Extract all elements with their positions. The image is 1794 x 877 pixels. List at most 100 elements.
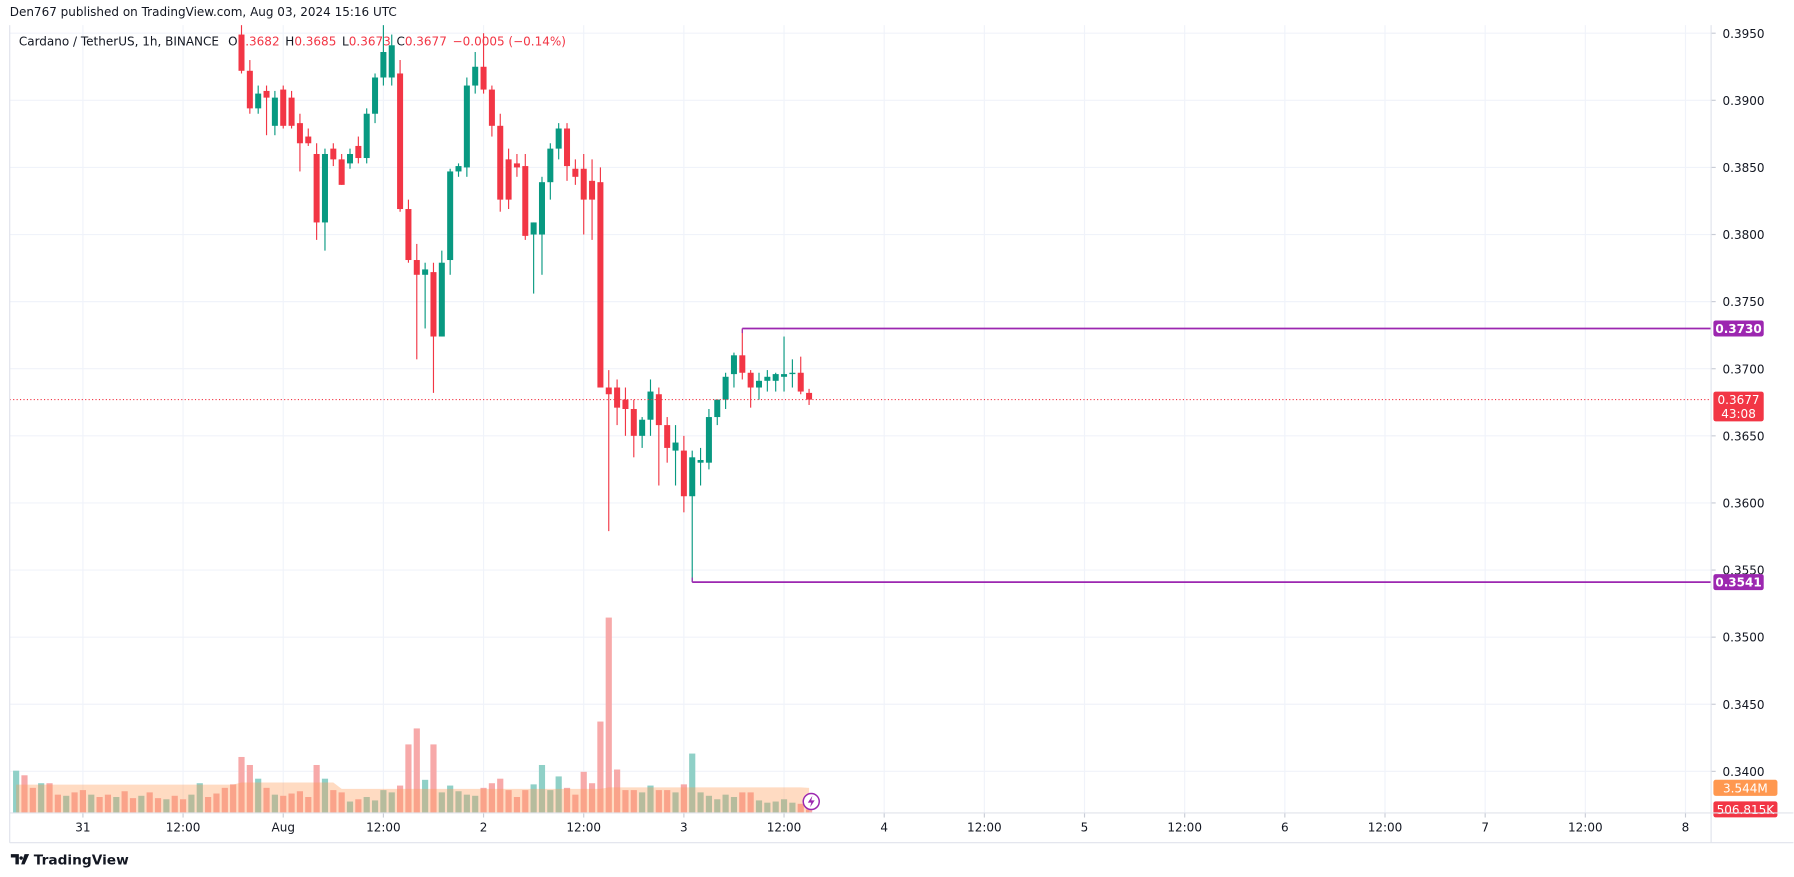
candle-body bbox=[755, 380, 763, 388]
volume-bar bbox=[805, 809, 813, 813]
candle-body bbox=[246, 70, 253, 109]
volume-bar bbox=[789, 802, 796, 813]
volume-bar bbox=[288, 793, 295, 813]
y-tick-label: 0.3450 bbox=[1723, 698, 1765, 712]
volume-pane bbox=[13, 617, 813, 813]
volume-bar bbox=[722, 794, 729, 813]
candle-body bbox=[305, 136, 312, 144]
candle-body bbox=[372, 77, 379, 114]
candle-body bbox=[806, 392, 813, 400]
volume-bar bbox=[639, 792, 646, 813]
y-tick-label: 0.3650 bbox=[1723, 429, 1765, 443]
candle-body bbox=[722, 376, 729, 400]
ohlc-key: C bbox=[396, 35, 404, 49]
candle-body bbox=[405, 209, 412, 261]
volume-bar bbox=[488, 783, 495, 813]
volume-bar bbox=[497, 778, 504, 813]
x-tick-label: 31 bbox=[75, 820, 90, 834]
candle-body bbox=[689, 457, 696, 497]
volume-bar bbox=[29, 787, 36, 813]
volume-bar bbox=[313, 764, 320, 813]
candle-body bbox=[789, 372, 796, 375]
volume-bar bbox=[213, 793, 220, 813]
candle-body bbox=[647, 391, 654, 420]
volume-bar bbox=[538, 764, 546, 813]
x-tick-label: 12:00 bbox=[1568, 820, 1603, 834]
candle-body bbox=[313, 153, 320, 223]
ohlc-key: H bbox=[285, 35, 294, 49]
volume-bar bbox=[730, 796, 738, 813]
candle-body bbox=[547, 148, 554, 183]
candle-body bbox=[488, 89, 495, 126]
volume-bar bbox=[772, 801, 779, 813]
volume-tag bbox=[1713, 779, 1778, 796]
candle-body bbox=[797, 372, 804, 392]
x-tick-label: 4 bbox=[880, 820, 888, 834]
candle-body bbox=[447, 171, 454, 261]
volume-bar bbox=[714, 799, 721, 813]
x-tick-label: 7 bbox=[1481, 820, 1489, 834]
candle-body bbox=[338, 159, 345, 185]
y-tick-label: 0.3750 bbox=[1723, 295, 1765, 309]
x-tick-label: 12:00 bbox=[967, 820, 1002, 834]
volume-bar bbox=[405, 744, 412, 813]
level-tag bbox=[1713, 574, 1764, 591]
ohlc-value: 0.3685 bbox=[294, 35, 336, 49]
candle-body bbox=[413, 260, 420, 275]
candle-body bbox=[472, 66, 479, 86]
candle-body bbox=[497, 125, 504, 200]
volume-bar bbox=[280, 795, 287, 813]
volume-bar bbox=[530, 784, 537, 813]
volume-bar bbox=[422, 779, 429, 813]
volume-bar bbox=[46, 783, 53, 813]
volume-bar bbox=[438, 792, 445, 813]
volume-bar bbox=[755, 800, 763, 813]
candle-body bbox=[513, 163, 520, 168]
candle-body bbox=[388, 45, 395, 78]
volume-bar bbox=[188, 794, 195, 813]
volume-bar bbox=[380, 790, 387, 813]
candle-body bbox=[764, 376, 771, 381]
candle-body bbox=[630, 408, 637, 436]
y-tick-label: 0.3500 bbox=[1723, 631, 1765, 645]
candle-body bbox=[639, 419, 646, 436]
candle-body bbox=[597, 182, 604, 388]
volume-bar bbox=[96, 796, 103, 813]
volume-bar bbox=[697, 792, 704, 813]
volume-bar bbox=[21, 775, 28, 813]
volume-bar bbox=[71, 792, 78, 813]
volume-bar bbox=[163, 799, 170, 813]
volume-bar bbox=[447, 785, 454, 813]
volume-bar bbox=[572, 794, 579, 813]
volume-bar bbox=[88, 794, 95, 813]
x-tick-label: 12:00 bbox=[767, 820, 802, 834]
candle-body bbox=[397, 73, 404, 210]
symbol-name: Cardano / TetherUS, 1h, BINANCE bbox=[19, 35, 219, 49]
y-tick-label: 0.3700 bbox=[1723, 362, 1765, 376]
volume-bar bbox=[522, 790, 529, 813]
volume-bar bbox=[129, 798, 137, 813]
volume-bar bbox=[154, 798, 162, 813]
volume-bar bbox=[230, 784, 237, 813]
volume-bar bbox=[588, 783, 596, 813]
ohlc-key: O bbox=[228, 35, 237, 49]
candle-body bbox=[772, 374, 779, 381]
candle-body bbox=[296, 123, 303, 144]
icon-bolt bbox=[807, 795, 815, 808]
volume-bar bbox=[171, 795, 178, 813]
volume-bar bbox=[238, 756, 245, 813]
logo-mark bbox=[10, 854, 30, 865]
volume-bar bbox=[563, 787, 571, 813]
candle-body bbox=[572, 168, 579, 177]
candle-body bbox=[505, 159, 512, 200]
volume-bar bbox=[680, 784, 687, 813]
candle-body bbox=[288, 97, 295, 126]
volume-bar bbox=[330, 790, 337, 813]
ohlc-value: 0.3682 bbox=[238, 35, 280, 49]
x-tick-label: 5 bbox=[1081, 820, 1089, 834]
grid: 0.3950 0.3900 0.3850 0.3800 0.3750 0.3700 0.36… bbox=[9, 25, 1765, 834]
candle-body bbox=[347, 153, 354, 164]
volume-bar bbox=[13, 770, 20, 813]
